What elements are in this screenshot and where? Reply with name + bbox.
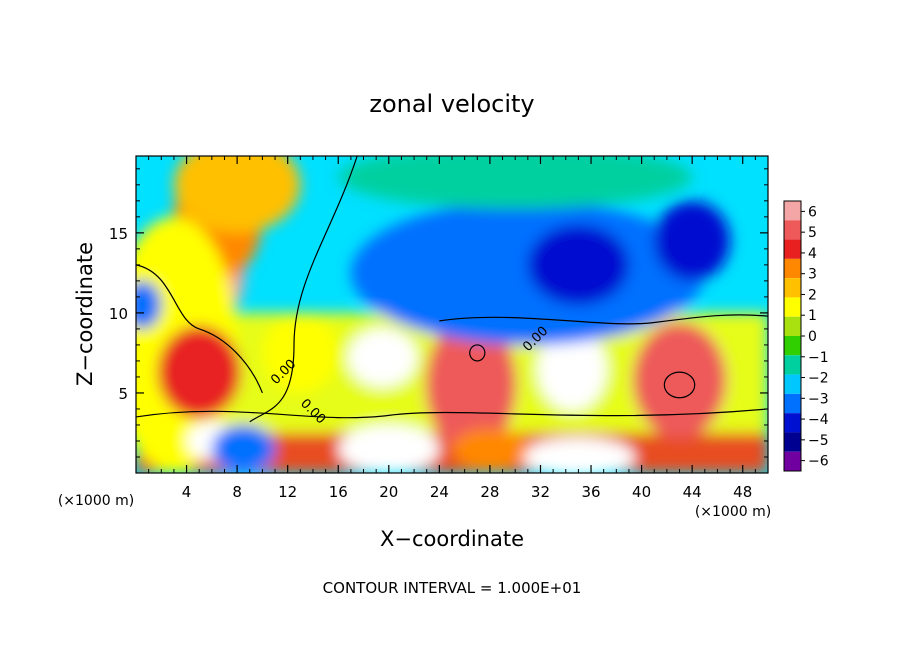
colorbar: 6 5 4 3 2 1 0 −1 −2 −3 −4 −5 −6	[783, 200, 829, 472]
field-blob	[654, 200, 731, 281]
x-tick-label: 44	[683, 483, 702, 501]
colorbar-label: −5	[808, 433, 829, 449]
colorbar-swatch	[784, 336, 801, 356]
field-blob	[521, 437, 636, 473]
x-axis-label: X−coordinate	[380, 527, 524, 551]
field-blob	[338, 424, 440, 473]
field-blob	[350, 200, 705, 345]
colorbar-swatch	[784, 220, 801, 240]
x-tick-label: 40	[632, 483, 651, 501]
y-axis-label: Z−coordinate	[73, 242, 97, 386]
colorbar-swatch	[784, 374, 801, 394]
x-tick-label: 20	[379, 483, 398, 501]
x-tick-label: 24	[430, 483, 449, 501]
colorbar-label: 3	[808, 267, 817, 283]
contour-line	[249, 156, 358, 423]
field-blob	[157, 325, 241, 419]
colorbar-label: −2	[808, 371, 829, 387]
y-unit-label: (×1000 m)	[58, 493, 134, 509]
colorbar-swatch	[784, 239, 801, 259]
colorbar-label: −3	[808, 391, 829, 407]
x-tick-label: 16	[329, 483, 348, 501]
field-blob	[537, 327, 607, 411]
colorbar-swatch	[784, 258, 801, 279]
colorbar-swatch	[784, 297, 801, 317]
colorbar-swatch	[784, 413, 801, 433]
y-tick-label: 5	[118, 385, 128, 403]
velocity-field	[136, 156, 768, 473]
contour-line	[439, 314, 768, 325]
field-blob	[136, 280, 162, 329]
colorbar-label: 1	[808, 308, 817, 324]
chart-title: zonal velocity	[369, 90, 534, 118]
field-blob	[527, 224, 629, 305]
field-blob	[348, 328, 417, 387]
y-tick-label: 15	[109, 225, 128, 243]
field-blob	[632, 322, 727, 438]
x-tick-label: 28	[480, 483, 499, 501]
x-tick-label: 32	[531, 483, 550, 501]
contour-line	[469, 344, 486, 362]
contour-line	[136, 264, 263, 394]
y-axis-ticks: 5 10 15	[109, 168, 768, 458]
contour-interval-note: CONTOUR INTERVAL = 1.000E+01	[323, 579, 582, 597]
field-blob	[425, 317, 517, 453]
colorbar-label: 4	[808, 246, 817, 262]
x-tick-label: 48	[733, 483, 752, 501]
x-unit-label: (×1000 m)	[695, 504, 771, 520]
colorbar-label: −6	[808, 454, 829, 470]
contour-line	[136, 408, 768, 419]
x-tick-label: 36	[581, 483, 600, 501]
contour-line	[663, 371, 696, 399]
colorbar-label: −4	[808, 412, 829, 428]
field-blob	[211, 424, 276, 473]
colorbar-swatch	[784, 451, 801, 471]
field-blob	[173, 156, 301, 233]
field-blob	[262, 312, 339, 393]
colorbar-swatch	[784, 393, 801, 414]
field-blob	[452, 428, 528, 470]
y-tick-label: 10	[109, 305, 128, 323]
x-axis-ticks: 4 8 12 16 20 24 28 32 36 40 44 48	[148, 156, 756, 501]
colorbar-swatch	[784, 316, 801, 336]
x-tick-label: 12	[278, 483, 297, 501]
colorbar-swatch	[784, 201, 801, 221]
field-blob	[338, 156, 693, 209]
colorbar-label: 0	[808, 329, 817, 345]
x-tick-label: 8	[232, 483, 242, 501]
colorbar-label: 5	[808, 225, 817, 241]
plot-area	[136, 156, 768, 473]
colorbar-swatch	[784, 278, 801, 298]
colorbar-swatch	[784, 355, 801, 375]
x-tick-label: 4	[182, 483, 192, 501]
contour-lines	[136, 156, 768, 423]
colorbar-label: −1	[808, 350, 829, 366]
colorbar-label: 6	[808, 204, 817, 220]
colorbar-swatch	[784, 432, 801, 452]
colorbar-label: 2	[808, 287, 817, 303]
